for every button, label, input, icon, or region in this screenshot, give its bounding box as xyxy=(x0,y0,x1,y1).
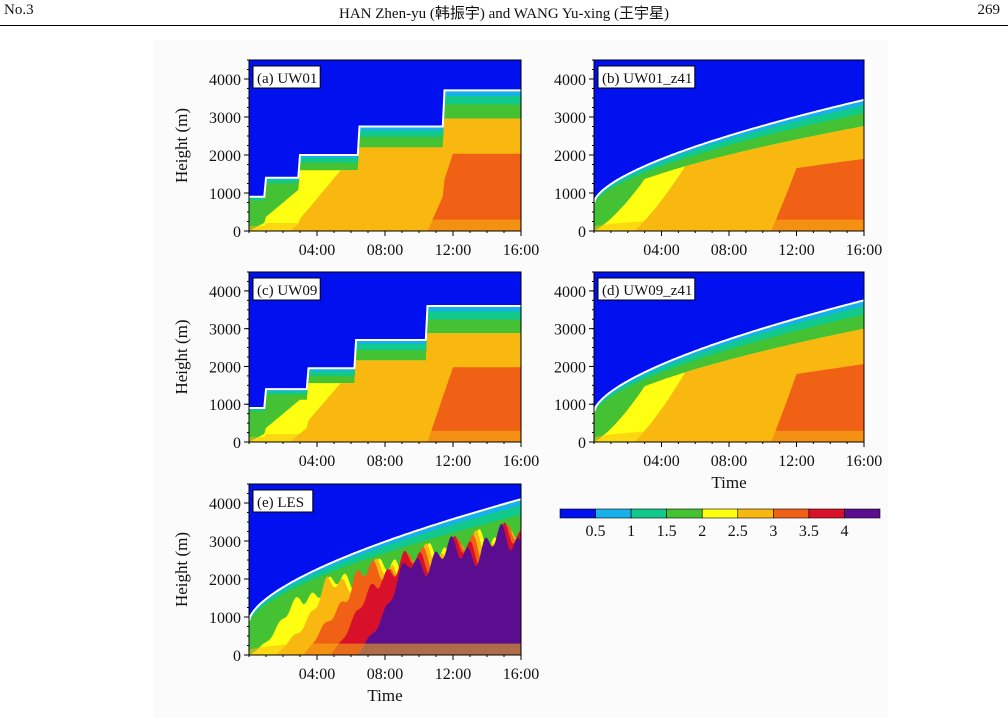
panel-label: (d) UW09_z41 xyxy=(602,283,692,299)
x-tick-label: 04:00 xyxy=(643,453,679,470)
colorbar-segment xyxy=(738,509,774,518)
y-tick-label: 1000 xyxy=(209,610,241,627)
panel-4: 0 1000 2000 3000 4000 04:00 08:00 12:00 16:00 Hei… xyxy=(172,484,539,705)
x-tick-label: 04:00 xyxy=(299,666,335,683)
colorbar-segment xyxy=(667,509,703,518)
panel-0: 0 1000 2000 3000 4000 04:00 08:00 12:00 16:00 Hei… xyxy=(172,60,539,259)
x-tick-label: 08:00 xyxy=(367,242,403,259)
colorbar-segment xyxy=(631,509,667,518)
y-tick-label: 4000 xyxy=(554,72,586,89)
panel-label: (b) UW01_z41 xyxy=(602,71,692,87)
x-tick-label: 16:00 xyxy=(503,242,539,259)
y-tick-label: 3000 xyxy=(209,322,241,339)
panel-label: (e) LES xyxy=(257,495,304,511)
x-tick-label: 16:00 xyxy=(503,666,539,683)
y-tick-label: 0 xyxy=(578,224,586,241)
x-axis-label: Time xyxy=(711,473,746,492)
y-tick-label: 4000 xyxy=(209,496,241,513)
y-tick-label: 4000 xyxy=(554,284,586,301)
colorbar-tick-label: 0.5 xyxy=(586,523,606,540)
x-tick-label: 08:00 xyxy=(367,666,403,683)
y-tick-label: 1000 xyxy=(554,186,586,203)
x-tick-label: 16:00 xyxy=(846,242,882,259)
y-axis-label: Height (m) xyxy=(172,319,191,394)
y-tick-label: 3000 xyxy=(209,110,241,127)
surface-layer xyxy=(594,431,864,442)
colorbar-segment xyxy=(844,509,880,518)
x-tick-label: 16:00 xyxy=(846,453,882,470)
colorbar-segment xyxy=(809,509,845,518)
colorbar-tick-label: 4 xyxy=(840,523,848,540)
y-tick-label: 2000 xyxy=(209,359,241,376)
x-tick-label: 08:00 xyxy=(711,453,747,470)
y-tick-label: 1000 xyxy=(554,397,586,414)
y-tick-label: 3000 xyxy=(554,110,586,127)
y-tick-label: 1000 xyxy=(209,186,241,203)
x-tick-label: 12:00 xyxy=(778,242,814,259)
y-tick-label: 0 xyxy=(578,435,586,452)
y-tick-label: 2000 xyxy=(554,148,586,165)
x-tick-label: 12:00 xyxy=(435,242,471,259)
colorbar-tick-label: 2 xyxy=(698,523,706,540)
colorbar-segment xyxy=(596,509,632,518)
colorbar-tick-label: 1 xyxy=(627,523,635,540)
y-tick-label: 4000 xyxy=(209,72,241,89)
y-tick-label: 0 xyxy=(233,224,241,241)
y-tick-label: 1000 xyxy=(209,397,241,414)
x-tick-label: 16:00 xyxy=(503,453,539,470)
colorbar-tick-label: 2.5 xyxy=(728,523,748,540)
colorbar-segment xyxy=(702,509,738,518)
y-axis-label: Height (m) xyxy=(172,532,191,607)
y-axis-label: Height (m) xyxy=(172,108,191,183)
y-tick-label: 4000 xyxy=(209,284,241,301)
y-tick-label: 2000 xyxy=(554,359,586,376)
x-tick-label: 04:00 xyxy=(299,242,335,259)
panel-label: (a) UW01 xyxy=(257,71,317,87)
colorbar-tick-label: 3.5 xyxy=(799,523,819,540)
colorbar: 0.5 1 1.5 2 2.5 3 3.5 4 xyxy=(560,509,880,540)
panel-3: 0 1000 2000 3000 4000 04:00 08:00 12:00 16:00 Tim… xyxy=(554,272,882,492)
y-tick-label: 0 xyxy=(233,648,241,665)
y-tick-label: 3000 xyxy=(554,322,586,339)
x-tick-label: 12:00 xyxy=(778,453,814,470)
x-tick-label: 08:00 xyxy=(367,453,403,470)
y-tick-label: 3000 xyxy=(209,534,241,551)
surface-layer xyxy=(249,644,521,655)
panel-label: (c) UW09 xyxy=(257,283,317,299)
y-tick-label: 0 xyxy=(233,435,241,452)
colorbar-segment xyxy=(560,509,596,518)
colorbar-tick-label: 1.5 xyxy=(657,523,677,540)
x-tick-label: 04:00 xyxy=(299,453,335,470)
x-tick-label: 08:00 xyxy=(711,242,747,259)
panel-2: 0 1000 2000 3000 4000 04:00 08:00 12:00 16:00 Hei… xyxy=(172,272,539,470)
colorbar-segment xyxy=(773,509,809,518)
x-axis-label: Time xyxy=(367,686,402,705)
colorbar-tick-label: 3 xyxy=(769,523,777,540)
x-tick-label: 04:00 xyxy=(643,242,679,259)
y-tick-label: 2000 xyxy=(209,148,241,165)
panel-1: 0 1000 2000 3000 4000 04:00 08:00 12:00 16:00 (b)… xyxy=(554,60,882,259)
x-tick-label: 12:00 xyxy=(435,666,471,683)
y-tick-label: 2000 xyxy=(209,572,241,589)
x-tick-label: 12:00 xyxy=(435,453,471,470)
